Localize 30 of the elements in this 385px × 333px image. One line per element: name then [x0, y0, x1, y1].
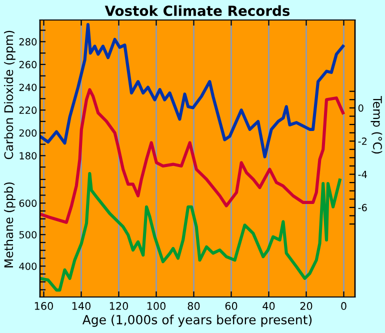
- chart-title: Vostok Climate Records: [104, 5, 290, 16]
- x-tick-label: 40: [262, 302, 275, 310]
- y-tick-label: 180: [20, 152, 37, 160]
- line-series: [40, 23, 345, 158]
- x-tick-label: 140: [72, 302, 90, 310]
- x-tick-label: 60: [225, 302, 238, 310]
- x-tick-label: 100: [147, 302, 166, 310]
- y2-axis-title: Temp (°C): [370, 96, 382, 154]
- x-tick-label: 0: [341, 302, 346, 310]
- x-tick-label: 160: [34, 302, 53, 310]
- y-tick-label: 260: [19, 60, 37, 68]
- x-tick-label: 20: [300, 302, 312, 310]
- y-axis-title: Carbon Dioxide (ppm): [4, 30, 16, 160]
- y3-tick-label: 400: [19, 262, 37, 270]
- y2-tick-label: -4: [358, 170, 367, 178]
- y-tick-label: 280: [19, 38, 37, 46]
- x-tick-label: 80: [188, 302, 200, 310]
- x-axis-title: Age (1,000s of years before present): [82, 314, 312, 327]
- y-tick-label: 200: [19, 129, 37, 137]
- y3-tick-label: 500: [19, 231, 37, 238]
- y-tick-label: 240: [19, 84, 37, 92]
- y2-tick-label: 0: [358, 104, 364, 112]
- y3-axis-title: Methane (ppb): [4, 182, 16, 268]
- y2-tick-label: -6: [358, 204, 367, 212]
- x-tick-label: 120: [110, 302, 128, 310]
- y-tick-label: 220: [19, 106, 37, 114]
- y3-tick-label: 600: [19, 200, 37, 207]
- line-series: [40, 88, 345, 224]
- line-series: [40, 172, 342, 292]
- y2-tick-label: -2: [358, 138, 366, 145]
